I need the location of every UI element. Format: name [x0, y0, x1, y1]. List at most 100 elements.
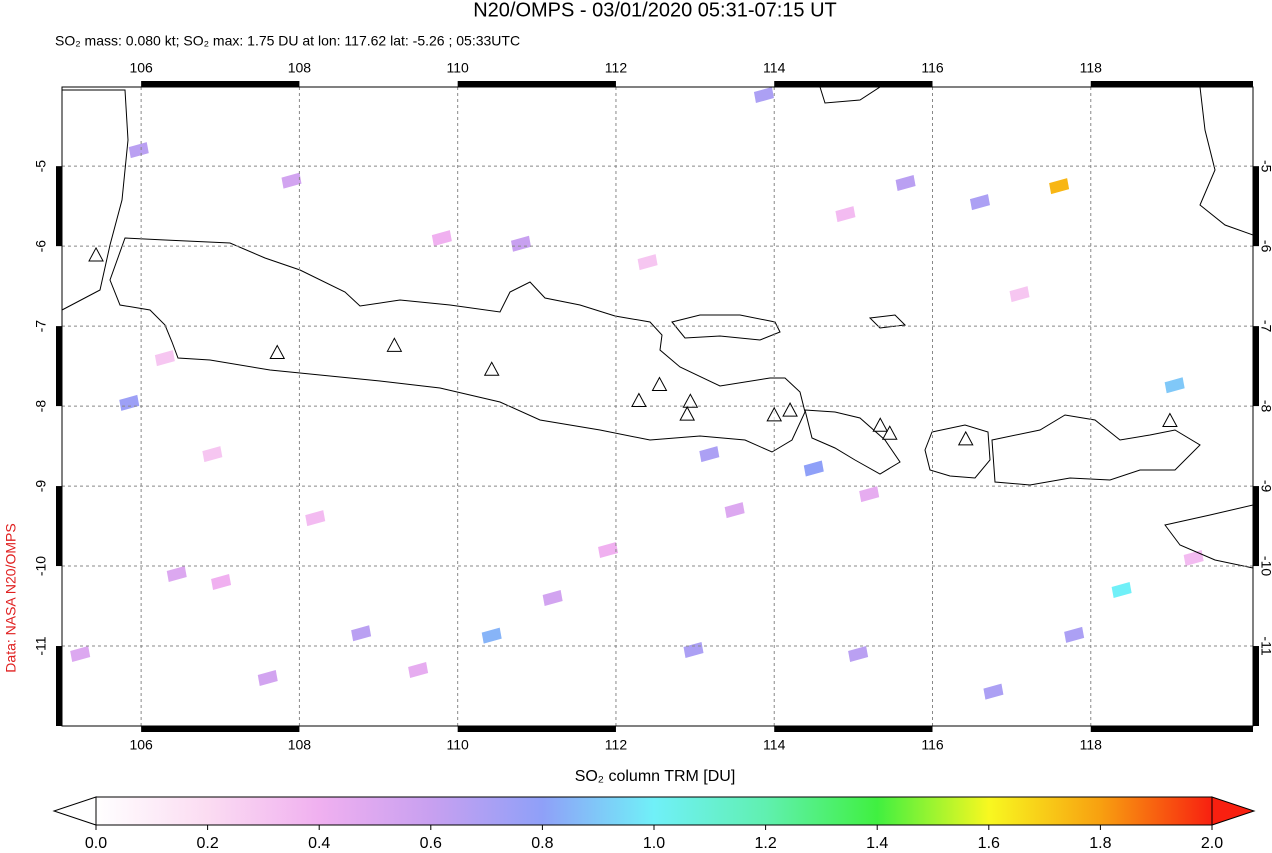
volcano — [957, 430, 974, 446]
so2-pixel — [1111, 582, 1132, 599]
frame-bar — [141, 726, 300, 732]
y-tick-label: -5 — [1258, 160, 1272, 173]
y-tick-label: -10 — [33, 556, 49, 576]
volcano — [881, 425, 898, 440]
so2-pixel — [431, 230, 452, 247]
so2-pixel — [70, 646, 91, 663]
frame-bar — [1253, 486, 1259, 567]
x-tick-label: 108 — [288, 737, 312, 753]
so2-pixel — [895, 174, 916, 191]
x-tick-label: 110 — [447, 60, 470, 76]
colorbar-tick-label: 1.6 — [978, 835, 1000, 852]
so2-pixel — [803, 460, 824, 477]
volcano — [782, 402, 798, 417]
frame-bar — [1253, 646, 1259, 726]
x-tick-label: 112 — [605, 60, 628, 76]
colorbar: SO₂ column TRM [DU] 0.0 0.2 0.4 0.6 0.8 1.0 1.… — [52, 768, 1256, 852]
y-tick-label: -7 — [33, 320, 49, 333]
frame-bar — [457, 726, 616, 732]
frame-bar — [141, 81, 300, 87]
frame-bar — [1253, 326, 1259, 407]
so2-pixel — [753, 87, 774, 103]
x-tick-label: 116 — [921, 60, 944, 76]
so2-pixel — [859, 486, 880, 503]
coastline — [991, 414, 1201, 486]
y-tick-label: -7 — [1258, 320, 1272, 333]
coastline — [924, 424, 991, 479]
volcano — [88, 246, 104, 262]
colorbar-tick-label: 0.8 — [531, 835, 553, 852]
y-tick-label: -6 — [1258, 240, 1272, 253]
volcano — [483, 361, 500, 376]
coastline — [868, 314, 907, 329]
so2-pixel — [1064, 626, 1085, 643]
coastline — [1199, 87, 1253, 236]
so2-pixel — [983, 683, 1004, 700]
so2-pixel — [699, 446, 720, 463]
frame-bar — [1090, 726, 1253, 732]
so2-pixel — [154, 350, 175, 367]
title: N20/OMPS - 03/01/2020 05:31-07:15 UT — [473, 0, 837, 21]
frame-bars — [56, 81, 1259, 732]
x-tick-label: 116 — [921, 737, 944, 753]
y-tick-label: -6 — [33, 240, 49, 253]
so2-pixel — [510, 235, 531, 252]
colorbar-tick-label: 2.0 — [1201, 835, 1223, 852]
so2-pixel — [211, 574, 232, 591]
so2-pixel — [835, 206, 856, 223]
so2-pixel — [1164, 377, 1185, 394]
frame-bar — [56, 486, 62, 567]
so2-pixel — [637, 254, 658, 271]
volcano — [766, 406, 783, 422]
volcano — [872, 417, 889, 432]
so2-pixel — [598, 542, 619, 559]
coastline — [62, 89, 129, 311]
credit: Data: NASA N20/OMPS — [3, 523, 19, 672]
so2-pixel — [128, 142, 149, 159]
so2-pixel — [724, 502, 745, 519]
so2-pixel — [166, 566, 187, 583]
so2-pixel — [408, 662, 429, 679]
frame-bar — [56, 646, 62, 726]
x-tick-label: 106 — [129, 737, 153, 753]
colorbar-tick-label: 0.2 — [196, 835, 218, 852]
colorbar-tick-label: 1.8 — [1089, 835, 1111, 852]
frame-bar — [56, 326, 62, 407]
map-frame — [61, 86, 1254, 727]
so2-pixel — [305, 510, 326, 527]
coastline — [804, 409, 901, 475]
y-tick-label: -9 — [1258, 480, 1272, 493]
colorbar-over — [1211, 796, 1256, 826]
colorbar-tick-label: 1.2 — [754, 835, 776, 852]
so2-pixel — [202, 446, 223, 463]
grid — [62, 87, 1253, 726]
colorbar-tick-label: 1.0 — [643, 835, 665, 852]
y-tick-label: -10 — [1258, 556, 1272, 576]
so2-pixel — [257, 670, 278, 687]
frame-bar — [774, 81, 933, 87]
x-tick-label: 114 — [763, 60, 786, 76]
colorbar-tick-label: 0.6 — [420, 835, 442, 852]
so2-pixel — [281, 172, 302, 189]
so2-pixel — [542, 590, 563, 607]
coastline — [671, 314, 781, 341]
colorbar-under — [52, 796, 97, 826]
y-tick-label: -9 — [33, 480, 49, 493]
so2-pixel — [1183, 550, 1204, 567]
so2-pixel — [481, 627, 502, 644]
x-tick-label: 114 — [763, 737, 786, 753]
colorbar-tick-label: 0.4 — [308, 835, 330, 852]
volcano — [651, 376, 668, 392]
colorbar-ramp — [95, 796, 1213, 826]
so2-pixel — [119, 394, 140, 411]
x-tick-label: 118 — [1080, 737, 1103, 753]
x-tick-label: 108 — [288, 60, 312, 76]
frame-bar — [457, 81, 616, 87]
x-tick-label: 110 — [447, 737, 470, 753]
volcano — [682, 393, 699, 408]
coastline — [819, 87, 881, 104]
coastline — [1164, 504, 1253, 569]
so2-pixel — [1009, 286, 1030, 303]
coastlines — [62, 87, 1253, 569]
coastline — [109, 237, 806, 453]
